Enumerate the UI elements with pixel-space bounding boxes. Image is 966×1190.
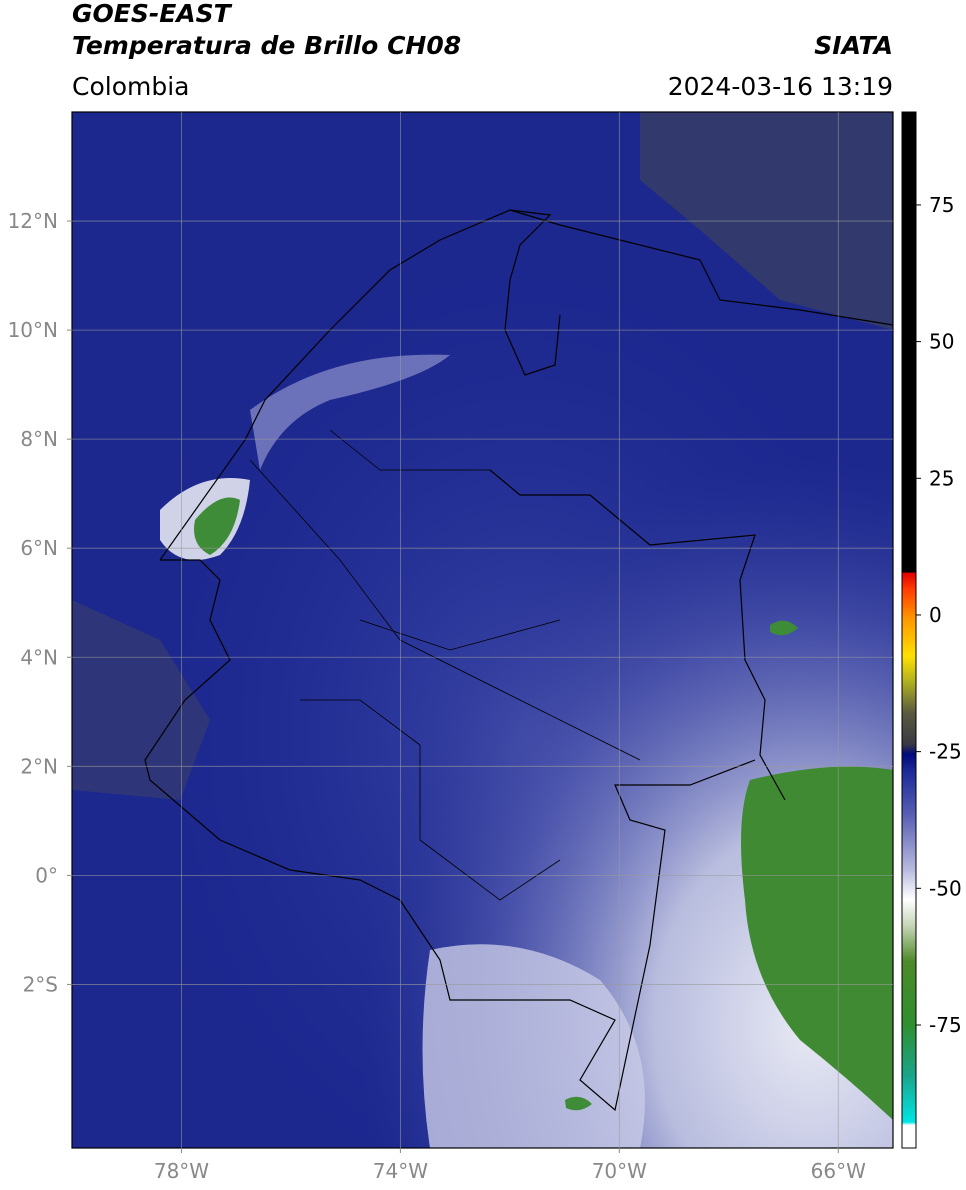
colorbar-frame xyxy=(901,111,917,1149)
region: Colombia xyxy=(72,72,189,101)
colorbar-tick-label: 75 xyxy=(929,193,954,217)
colorbar-tick-label: -25 xyxy=(929,740,962,764)
y-tick-label: 2°S xyxy=(23,972,58,996)
colorbar-tick-label: -50 xyxy=(929,876,962,900)
datetime: 2024-03-16 13:19 xyxy=(668,72,893,101)
y-tick-label: 8°N xyxy=(20,427,58,451)
y-tick-label: 0° xyxy=(35,863,58,887)
source: SIATA xyxy=(814,31,893,60)
x-tick-label: 66°W xyxy=(811,1159,866,1183)
x-tick-label: 74°W xyxy=(373,1159,428,1183)
title-line1: GOES-EAST xyxy=(72,0,233,28)
colorbar-tick-label: -75 xyxy=(929,1013,962,1037)
y-tick-label: 6°N xyxy=(20,536,58,560)
map-frame xyxy=(71,111,894,1149)
y-tick-label: 12°N xyxy=(8,209,58,233)
x-tick-label: 78°W xyxy=(154,1159,209,1183)
title-line2: Temperatura de Brillo CH08 xyxy=(72,31,461,60)
colorbar xyxy=(902,112,916,1148)
y-tick-label: 10°N xyxy=(8,318,58,342)
colorbar-tick-label: 0 xyxy=(929,603,942,627)
y-tick-label: 4°N xyxy=(20,645,58,669)
map-image xyxy=(72,112,893,1148)
colorbar-tick-label: 25 xyxy=(929,466,954,490)
x-tick-label: 70°W xyxy=(592,1159,647,1183)
y-tick-label: 2°N xyxy=(20,754,58,778)
colorbar-tick-label: 50 xyxy=(929,330,954,354)
